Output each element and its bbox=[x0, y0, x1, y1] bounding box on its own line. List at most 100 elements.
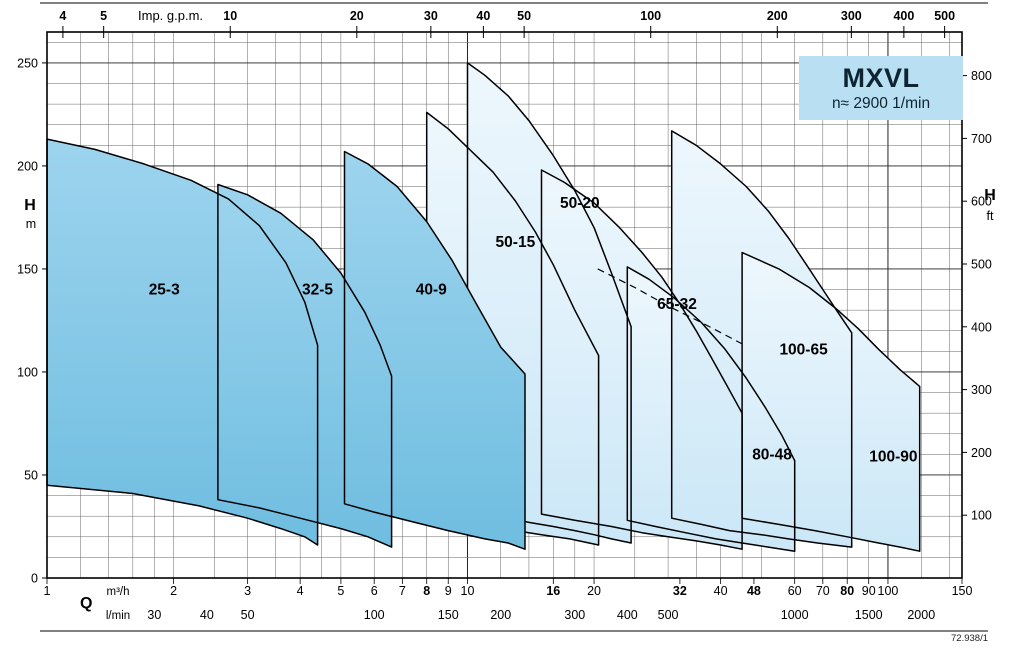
envelope-outline-32-5 bbox=[217, 183, 393, 548]
m3h-unit-label: m³/h bbox=[107, 586, 130, 598]
plot-frame bbox=[46, 31, 963, 579]
gpm-tick-label: 10 bbox=[223, 9, 237, 23]
m3h-tick-label: 7 bbox=[399, 584, 406, 598]
head-axis-unit-right: ft bbox=[987, 209, 994, 223]
envelope-outline-25-3 bbox=[46, 138, 319, 546]
m3h-tick-label: 6 bbox=[371, 584, 378, 598]
pump-envelopes bbox=[46, 62, 921, 552]
gpm-tick-label: 300 bbox=[841, 9, 862, 23]
lmin-tick-label: 200 bbox=[490, 608, 511, 622]
m3h-tick-label: 8 bbox=[423, 584, 430, 598]
envelope-fill-100-90 bbox=[742, 252, 920, 552]
m3h-tick-label: 20 bbox=[587, 584, 601, 598]
left-tick-label: 250 bbox=[17, 56, 38, 70]
axis-right-ft: 100 200 300 400 500 600 700 800 Hft bbox=[962, 69, 996, 523]
gpm-axis-title: Imp. g.p.m. bbox=[138, 8, 203, 23]
m3h-tick-label: 70 bbox=[816, 584, 830, 598]
gpm-tick-label: 100 bbox=[640, 9, 661, 23]
axis-top-gpm: 4 5 10 20 30 40 50 100 200 300 400 500 Imp. g.p.m. bbox=[59, 8, 955, 38]
envelope-label-65-32: 65-32 bbox=[657, 296, 697, 313]
lmin-tick-label: 150 bbox=[438, 608, 459, 622]
lmin-tick-label: 100 bbox=[364, 608, 385, 622]
lmin-unit-label: l/min bbox=[106, 610, 130, 622]
lmin-tick-label: 500 bbox=[658, 608, 679, 622]
m3h-tick-label: 48 bbox=[747, 584, 761, 598]
lmin-tick-label: 300 bbox=[564, 608, 585, 622]
m3h-tick-label: 60 bbox=[788, 584, 802, 598]
left-tick-label: 150 bbox=[17, 262, 38, 276]
envelope-label-40-9: 40-9 bbox=[416, 282, 447, 299]
lmin-tick-label: 400 bbox=[617, 608, 638, 622]
envelope-outline-40-9 bbox=[343, 150, 526, 550]
gpm-tick-label: 4 bbox=[59, 9, 66, 23]
flow-axis-title: Q bbox=[80, 595, 92, 612]
right-tick-label: 300 bbox=[971, 383, 992, 397]
lmin-tick-label: 30 bbox=[147, 608, 161, 622]
axis-left-m: 0 50 100 150 200 250 Hm bbox=[17, 56, 47, 586]
page-rules bbox=[40, 2, 988, 632]
head-axis-title-right: H bbox=[984, 187, 996, 204]
envelope-outline-80-48 bbox=[626, 266, 796, 552]
envelope-labels: 25-3 32-5 40-9 50-15 50-20 65-32 80-48 100-65 10… bbox=[149, 195, 918, 465]
m3h-tick-label: 2 bbox=[170, 584, 177, 598]
envelope-label-32-5: 32-5 bbox=[302, 282, 333, 299]
m3h-tick-label: 9 bbox=[445, 584, 452, 598]
envelope-label-50-20: 50-20 bbox=[560, 195, 600, 212]
m3h-tick-label: 40 bbox=[714, 584, 728, 598]
gpm-tick-label: 50 bbox=[517, 9, 531, 23]
envelope-label-50-15: 50-15 bbox=[496, 234, 536, 251]
right-tick-label: 700 bbox=[971, 132, 992, 146]
envelope-label-80-48: 80-48 bbox=[752, 446, 792, 463]
m3h-tick-label: 16 bbox=[546, 584, 560, 598]
envelope-fill-40-9 bbox=[344, 151, 525, 550]
m3h-tick-label: 4 bbox=[297, 584, 304, 598]
left-tick-label: 100 bbox=[17, 365, 38, 379]
lmin-tick-label: 1000 bbox=[781, 608, 809, 622]
rotation-speed-label: n≈ 2900 1/min bbox=[831, 95, 931, 112]
head-axis-title-left: H bbox=[24, 197, 36, 214]
m3h-tick-label: 10 bbox=[461, 584, 475, 598]
m3h-tick-label: 90 bbox=[862, 584, 876, 598]
axis-bottom-m3h: 1 2 3 4 5 6 7 8 9 10 16 20 32 40 48 60 70 80 90 100 150 Qm³/h bbox=[44, 578, 973, 612]
envelope-label-100-90: 100-90 bbox=[869, 448, 917, 465]
right-tick-label: 600 bbox=[971, 195, 992, 209]
envelope-label-100-65: 100-65 bbox=[779, 341, 828, 358]
gpm-tick-label: 40 bbox=[476, 9, 490, 23]
m3h-tick-label: 5 bbox=[337, 584, 344, 598]
m3h-tick-label: 32 bbox=[673, 584, 687, 598]
envelope-label-25-3: 25-3 bbox=[149, 282, 180, 299]
m3h-tick-label: 1 bbox=[44, 584, 51, 598]
lmin-tick-label: 2000 bbox=[907, 608, 935, 622]
title-box: MXVL n≈ 2900 1/min bbox=[799, 56, 963, 120]
axes bbox=[46, 31, 963, 579]
right-tick-label: 800 bbox=[971, 69, 992, 83]
lmin-tick-label: 50 bbox=[241, 608, 255, 622]
axis-bottom-lmin: 30 40 50 100 150 200 300 400 500 1000 1500 2000 l/mi… bbox=[106, 608, 935, 622]
gpm-tick-label: 200 bbox=[767, 9, 788, 23]
right-tick-label: 500 bbox=[971, 257, 992, 271]
right-tick-label: 400 bbox=[971, 320, 992, 334]
lmin-tick-label: 1500 bbox=[855, 608, 883, 622]
m3h-tick-label: 3 bbox=[244, 584, 251, 598]
document-code: 72.938/1 bbox=[951, 633, 988, 644]
left-tick-label: 200 bbox=[17, 159, 38, 173]
gpm-tick-label: 400 bbox=[893, 9, 914, 23]
gpm-tick-label: 5 bbox=[100, 9, 107, 23]
left-tick-label: 0 bbox=[31, 572, 38, 586]
series-name-title: MXVL bbox=[842, 63, 920, 93]
m3h-tick-label: 100 bbox=[878, 584, 899, 598]
right-tick-label: 100 bbox=[971, 509, 992, 523]
head-axis-unit-left: m bbox=[26, 217, 36, 231]
envelope-outline-100-65 bbox=[670, 130, 853, 548]
gpm-tick-label: 500 bbox=[934, 9, 955, 23]
m3h-tick-label: 80 bbox=[840, 584, 854, 598]
dashed-boundary-line bbox=[597, 268, 745, 346]
left-tick-label: 50 bbox=[24, 468, 38, 482]
gpm-tick-label: 20 bbox=[350, 9, 364, 23]
m3h-tick-label: 150 bbox=[952, 584, 973, 598]
right-tick-label: 200 bbox=[971, 446, 992, 460]
lmin-tick-label: 40 bbox=[200, 608, 214, 622]
envelope-outline-65-32 bbox=[540, 169, 743, 550]
gpm-tick-label: 30 bbox=[424, 9, 438, 23]
